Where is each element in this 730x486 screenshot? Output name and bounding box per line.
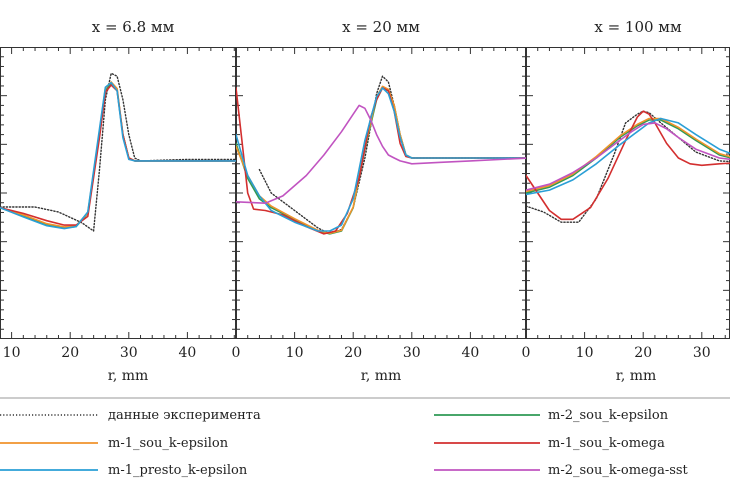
x-tick-label: 30 bbox=[693, 345, 711, 361]
x-tick-label: 0 bbox=[522, 345, 531, 361]
panel-title: x = 100 мм bbox=[594, 18, 682, 36]
series-line bbox=[0, 84, 236, 226]
series-line bbox=[0, 82, 236, 229]
x-tick-label: 30 bbox=[120, 345, 138, 361]
series-line bbox=[526, 119, 730, 194]
panel-3: x = 100 мм 0 10 20 30 r, mm bbox=[522, 18, 730, 384]
panel-1: x = 6.8 мм 10 20 30 40 r, mm bbox=[0, 18, 236, 384]
x-tick-label: 10 bbox=[576, 345, 594, 361]
x-tick-label: 20 bbox=[634, 345, 652, 361]
series-line bbox=[526, 117, 730, 193]
x-axis-label: r, mm bbox=[616, 368, 657, 384]
legend: данные эксперимента m-2_sou_k-epsilon m-1_… bbox=[0, 397, 730, 478]
series-line bbox=[526, 122, 730, 191]
series-line bbox=[526, 110, 730, 223]
panel-2: x = 20 мм 0 10 20 30 40 r, mm bbox=[232, 18, 526, 384]
series-line bbox=[526, 110, 730, 221]
legend-label: m-2_sou_k-epsilon bbox=[548, 408, 669, 423]
series-group bbox=[526, 110, 730, 223]
x-axis-label: r, mm bbox=[361, 368, 402, 384]
series-line bbox=[0, 81, 236, 230]
legend-label: m-1_presto_k-epsilon bbox=[108, 463, 248, 478]
legend-label: m-1_sou_k-epsilon bbox=[108, 436, 229, 451]
x-tick-label: 20 bbox=[61, 345, 79, 361]
legend-label: m-2_sou_k-omega-sst bbox=[548, 463, 689, 478]
series-line bbox=[0, 72, 236, 232]
x-tick-label: 20 bbox=[344, 345, 362, 361]
panel-title: x = 20 мм bbox=[342, 18, 420, 36]
series-line bbox=[236, 104, 526, 204]
x-axis-label: r, mm bbox=[108, 368, 149, 384]
x-tick-label: 10 bbox=[3, 345, 21, 361]
x-tick-label: 30 bbox=[403, 345, 421, 361]
x-tick-label: 10 bbox=[286, 345, 304, 361]
x-tick-label: 40 bbox=[178, 345, 196, 361]
plot-frame bbox=[526, 47, 730, 339]
x-tick-label: 0 bbox=[232, 345, 241, 361]
legend-label: m-1_sou_k-omega bbox=[548, 436, 665, 451]
panel-title: x = 6.8 мм bbox=[92, 18, 175, 36]
series-line bbox=[258, 75, 526, 235]
series-group bbox=[236, 75, 526, 235]
series-group bbox=[0, 72, 236, 232]
legend-label: данные эксперимента bbox=[108, 408, 261, 423]
series-line bbox=[0, 81, 236, 228]
panels-layer: x = 6.8 мм 10 20 30 40 r, mm x = 20 мм 0 10 20 30 4… bbox=[0, 18, 730, 384]
x-tick-label: 40 bbox=[461, 345, 479, 361]
